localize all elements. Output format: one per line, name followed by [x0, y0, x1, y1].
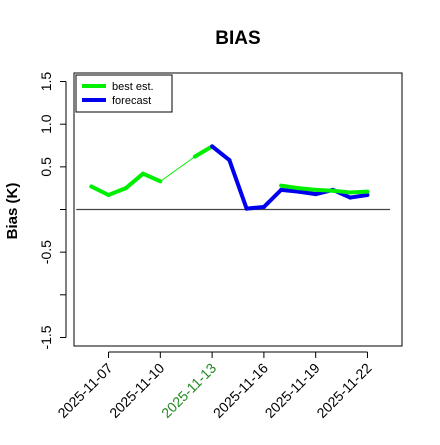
plot-frame — [73, 72, 403, 347]
x-tick-label: 2025-11-10 — [106, 360, 167, 421]
series-1-segment — [244, 204, 266, 211]
x-tick-label: 2025-11-19 — [262, 360, 323, 421]
series-1-segment — [296, 189, 318, 197]
series-1-segment — [227, 158, 249, 211]
y-tick-label: -1.5 — [38, 325, 54, 349]
series-2-segment — [348, 189, 370, 195]
legend-label: forecast — [112, 95, 151, 107]
legend: best est. forecast — [75, 74, 173, 113]
x-tick-label: 2025-11-22 — [313, 360, 374, 421]
series-0-segment — [159, 156, 196, 182]
series-1-segment — [348, 192, 370, 200]
series-1-segment — [210, 144, 232, 163]
y-tick-label: 1.5 — [38, 72, 54, 92]
x-tick-label: 2025-11-13 — [158, 360, 219, 421]
series-2-segment — [313, 187, 335, 193]
series-1-segment — [279, 187, 301, 194]
series-2-segment — [296, 186, 318, 192]
series-0-segment — [141, 171, 163, 184]
series-0-segment — [123, 171, 146, 191]
series-2-segment — [330, 188, 353, 195]
chart-title: BIAS — [215, 28, 260, 49]
series-0-segment — [89, 184, 111, 197]
axes: -1.5-0.50.51.01.52025-11-072025-11-10202… — [38, 72, 375, 421]
series-lines — [76, 144, 390, 211]
y-tick-label: 1.0 — [38, 114, 54, 134]
legend-box — [75, 74, 173, 113]
series-0-segment — [192, 144, 215, 159]
y-axis-label: Bias (K) — [4, 183, 21, 240]
series-2-segment — [279, 183, 301, 191]
series-1-segment — [261, 187, 284, 209]
series-0-segment — [106, 186, 128, 197]
x-tick-label: 2025-11-16 — [210, 360, 271, 421]
x-tick-label: 2025-11-07 — [54, 360, 115, 421]
y-tick-label: 0.5 — [38, 157, 54, 177]
legend-label: best est. — [112, 81, 154, 93]
y-tick-label: -0.5 — [38, 240, 54, 264]
